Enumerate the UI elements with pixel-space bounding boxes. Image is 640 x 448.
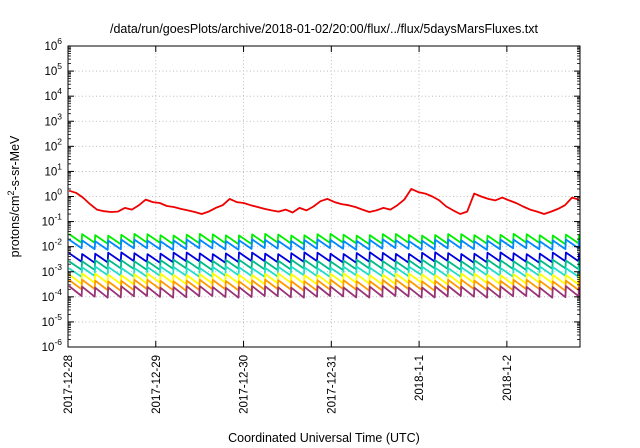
y-tick-label: 102 [44,136,62,153]
y-tick-label: 101 [44,161,62,178]
x-tick-label: 2017-12-28 [63,355,75,414]
y-tick-exponent: 0 [57,187,62,197]
y-tick-base: 10 [42,317,55,329]
y-tick-label: 105 [44,61,62,78]
y-tick-label: 10-2 [42,237,63,254]
y-axis-label-pre: protons/cm [8,196,22,258]
y-tick-label: 106 [44,36,62,53]
y-tick-base: 10 [44,116,57,128]
x-tick-label: 2017-12-31 [326,355,338,414]
y-tick-label: 10-1 [42,212,63,229]
x-axis: 2017-12-28 2017-12-29 2017-12-30 2017-12-31… [63,46,514,414]
y-tick-exponent: 3 [57,111,62,121]
x-tick-label: 2017-12-30 [239,355,251,414]
series-line-8 [68,278,580,292]
series-line-3 [68,238,580,251]
y-tick-base: 10 [44,141,57,153]
y-tick-exponent: 2 [57,136,62,146]
y-tick-exponent: 1 [57,161,62,171]
grid-lines [68,46,580,347]
y-tick-base: 10 [42,242,55,254]
y-axis-label: protons/cm2-s-sr-MeV [6,135,22,257]
y-tick-label: 10-6 [42,337,63,354]
y-tick-label: 10-5 [42,312,63,329]
y-tick-base: 10 [44,192,57,204]
series-line-1 [68,188,580,215]
y-tick-exponent: 6 [57,36,62,46]
y-tick-base: 10 [42,292,55,304]
y-axis: 10-610-510-410-310-210-11001011021031041… [42,36,580,354]
series-line-2 [68,233,580,246]
y-axis-label-post: -s-sr-MeV [8,135,22,191]
y-tick-base: 10 [42,267,55,279]
x-tick-label: 2017-12-29 [151,355,163,414]
y-tick-exponent: -5 [54,312,62,322]
y-tick-base: 10 [42,342,55,354]
series-line-9 [68,285,580,299]
y-tick-base: 10 [42,217,55,229]
x-tick-label: 2018-1-2 [502,355,514,401]
y-tick-label: 104 [44,86,62,103]
y-tick-exponent: 5 [57,61,62,71]
y-tick-label: 100 [44,187,62,204]
y-tick-base: 10 [44,91,57,103]
y-axis-label-sup: 2 [6,191,16,196]
chart-title: /data/run/goesPlots/archive/2018-01-02/2… [110,22,539,36]
y-tick-exponent: 4 [57,86,62,96]
y-tick-exponent: -3 [54,262,62,272]
y-tick-label: 10-4 [42,287,63,304]
y-tick-base: 10 [44,166,57,178]
y-tick-exponent: -4 [54,287,62,297]
y-tick-label: 103 [44,111,62,128]
y-tick-exponent: -6 [54,337,62,347]
y-tick-exponent: -2 [54,237,62,247]
y-tick-exponent: -1 [54,212,62,222]
y-tick-base: 10 [44,66,57,78]
series-layer [68,188,580,299]
x-axis-label: Coordinated Universal Time (UTC) [228,431,420,445]
y-tick-base: 10 [44,41,57,53]
y-tick-label: 10-3 [42,262,63,279]
x-tick-label: 2018-1-1 [414,355,426,401]
